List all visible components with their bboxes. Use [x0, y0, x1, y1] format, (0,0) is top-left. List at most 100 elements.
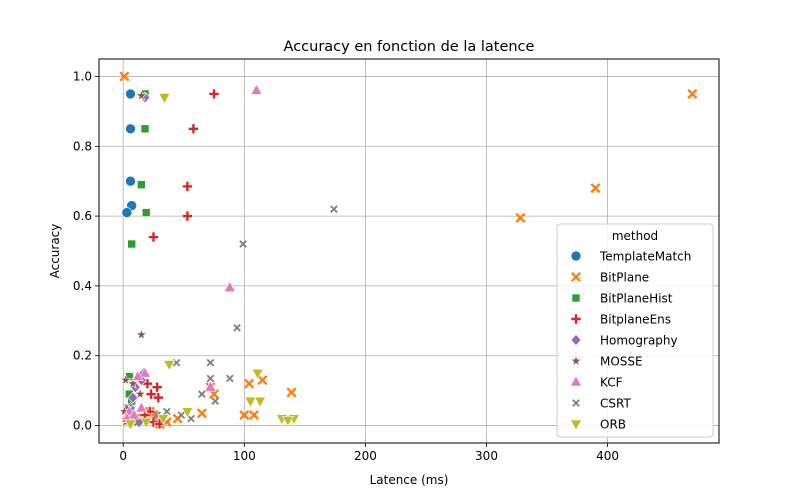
- point-csrt: [330, 205, 338, 213]
- point-orb: [251, 368, 264, 380]
- point-orb: [244, 396, 257, 408]
- point-bitplane: [244, 378, 255, 389]
- point-mosse: [126, 377, 140, 389]
- legend-item-mosse: MOSSE: [569, 355, 643, 369]
- chart-title: Accuracy en fonction de la latence: [284, 39, 535, 55]
- plot-frame: [98, 58, 720, 444]
- y-tick-label: 0.2: [73, 349, 92, 363]
- legend-marker-bitplane: [570, 271, 582, 283]
- point-csrt: [206, 358, 215, 367]
- x-axis-label: Latence (ms): [370, 473, 449, 487]
- point-csrt: [206, 374, 215, 383]
- legend-item-templatematch: TemplateMatch: [570, 250, 691, 264]
- point-csrt: [187, 414, 195, 423]
- legend-label-bitplanehist: BitPlaneHist: [600, 292, 673, 306]
- point-orb: [254, 396, 267, 408]
- point-bitplaneens: [151, 381, 163, 393]
- legend-label-bitplane: BitPlane: [600, 271, 649, 285]
- point-kcf: [139, 366, 152, 378]
- point-bitplane: [239, 410, 250, 421]
- point-bitplanehist: [141, 208, 151, 217]
- legend-marker-bitplanehist: [571, 293, 581, 303]
- legend-item-csrt: CSRT: [572, 397, 631, 411]
- point-csrt: [225, 374, 234, 383]
- legend-label-orb: ORB: [600, 418, 626, 432]
- point-orb: [163, 360, 176, 372]
- point-homography: [127, 391, 139, 404]
- point-bitplaneens: [182, 210, 193, 222]
- legend-marker-homography: [570, 334, 582, 346]
- series-kcf: [120, 83, 263, 423]
- legend-item-kcf: KCF: [569, 375, 623, 390]
- point-csrt: [211, 397, 220, 405]
- series-orb: [124, 93, 300, 431]
- point-bitplane: [119, 71, 130, 82]
- point-kcf: [131, 370, 144, 381]
- point-bitplaneens: [182, 181, 193, 192]
- point-bitplaneens: [208, 88, 220, 100]
- series-bitplaneens: [139, 88, 220, 430]
- point-csrt: [233, 323, 241, 332]
- series-templatematch: [121, 88, 137, 218]
- x-tick-label: 200: [354, 449, 377, 463]
- data-points: [118, 71, 698, 431]
- point-csrt: [198, 390, 206, 398]
- legend-marker-kcf: [569, 375, 583, 387]
- point-kcf: [250, 83, 263, 95]
- point-templatematch: [125, 175, 136, 187]
- point-mosse: [135, 89, 148, 101]
- point-bitplanehist: [140, 124, 150, 134]
- legend-item-bitplane: BitPlane: [570, 271, 649, 285]
- point-mosse: [134, 387, 147, 400]
- x-tick-label: 400: [596, 449, 619, 463]
- x-tick-label: 100: [233, 449, 256, 463]
- point-bitplane: [257, 375, 268, 386]
- x-tick-label: 300: [475, 449, 498, 463]
- legend-label-mosse: MOSSE: [600, 355, 643, 369]
- legend-label-kcf: KCF: [600, 376, 623, 390]
- point-orb: [281, 416, 294, 427]
- legend-label-csrt: CSRT: [600, 397, 631, 411]
- point-mosse: [135, 328, 148, 340]
- point-bitplanehist: [137, 180, 146, 189]
- point-kcf: [135, 401, 148, 413]
- point-bitplaneens: [145, 388, 157, 400]
- point-orb: [181, 407, 194, 419]
- legend: method TemplateMatch BitPlane BitPlaneHist…: [556, 223, 714, 438]
- y-tick-label: 0.6: [73, 209, 92, 223]
- point-bitplane: [515, 212, 526, 223]
- point-kcf: [128, 408, 141, 420]
- series-csrt: [133, 205, 338, 426]
- legend-item-bitplaneens: BitplaneEns: [570, 313, 671, 327]
- legend-item-homography: Homography: [570, 334, 678, 348]
- legend-marker-csrt: [572, 399, 580, 407]
- y-tick-label: 0.4: [73, 279, 92, 293]
- legend-item-orb: ORB: [569, 418, 626, 432]
- legend-frame: [556, 223, 714, 438]
- legend-label-bitplaneens: BitplaneEns: [600, 313, 671, 327]
- point-bitplane: [248, 410, 260, 421]
- point-bitplaneens: [188, 123, 199, 135]
- point-bitplane: [590, 183, 601, 194]
- legend-label-templatematch: TemplateMatch: [599, 250, 691, 264]
- point-orb: [124, 419, 137, 431]
- legend-marker-bitplaneens: [570, 313, 582, 325]
- point-orb: [157, 414, 170, 426]
- point-templatematch: [125, 123, 136, 135]
- x-tick-label: 0: [119, 449, 127, 463]
- point-bitplaneens: [154, 418, 165, 430]
- point-orb: [158, 93, 171, 105]
- point-bitplanehist: [127, 239, 136, 249]
- legend-title: method: [612, 229, 658, 243]
- point-csrt: [239, 240, 247, 248]
- y-tick-label: 1.0: [73, 69, 92, 83]
- point-bitplane: [196, 408, 207, 419]
- legend-label-homography: Homography: [600, 334, 678, 348]
- point-bitplane: [687, 88, 698, 99]
- legend-item-bitplanehist: BitPlaneHist: [571, 292, 673, 306]
- axis-ticks: 0 100 200 300 400 0.0 0.2 0.4 0.6 0.8 1.0: [73, 69, 619, 463]
- y-tick-label: 0.0: [73, 419, 92, 433]
- point-mosse: [119, 373, 132, 386]
- point-orb: [140, 417, 153, 429]
